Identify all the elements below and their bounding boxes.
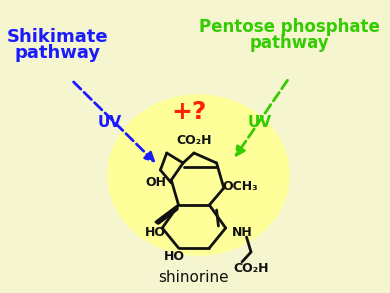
Text: +?: +? xyxy=(172,100,207,124)
Text: HO: HO xyxy=(144,226,165,239)
Text: shinorine: shinorine xyxy=(159,270,229,285)
Text: Pentose phosphate: Pentose phosphate xyxy=(199,18,379,36)
Text: pathway: pathway xyxy=(15,44,101,62)
Text: CO₂H: CO₂H xyxy=(233,261,269,275)
Ellipse shape xyxy=(108,95,289,255)
Text: OH: OH xyxy=(145,176,167,190)
Text: UV: UV xyxy=(248,115,272,130)
Text: HO: HO xyxy=(163,250,184,263)
Text: NH: NH xyxy=(232,226,252,239)
Text: CO₂H: CO₂H xyxy=(176,134,212,146)
Text: OCH₃: OCH₃ xyxy=(222,180,258,193)
Text: pathway: pathway xyxy=(249,34,329,52)
Text: Shikimate: Shikimate xyxy=(7,28,109,46)
Text: UV: UV xyxy=(98,115,122,130)
